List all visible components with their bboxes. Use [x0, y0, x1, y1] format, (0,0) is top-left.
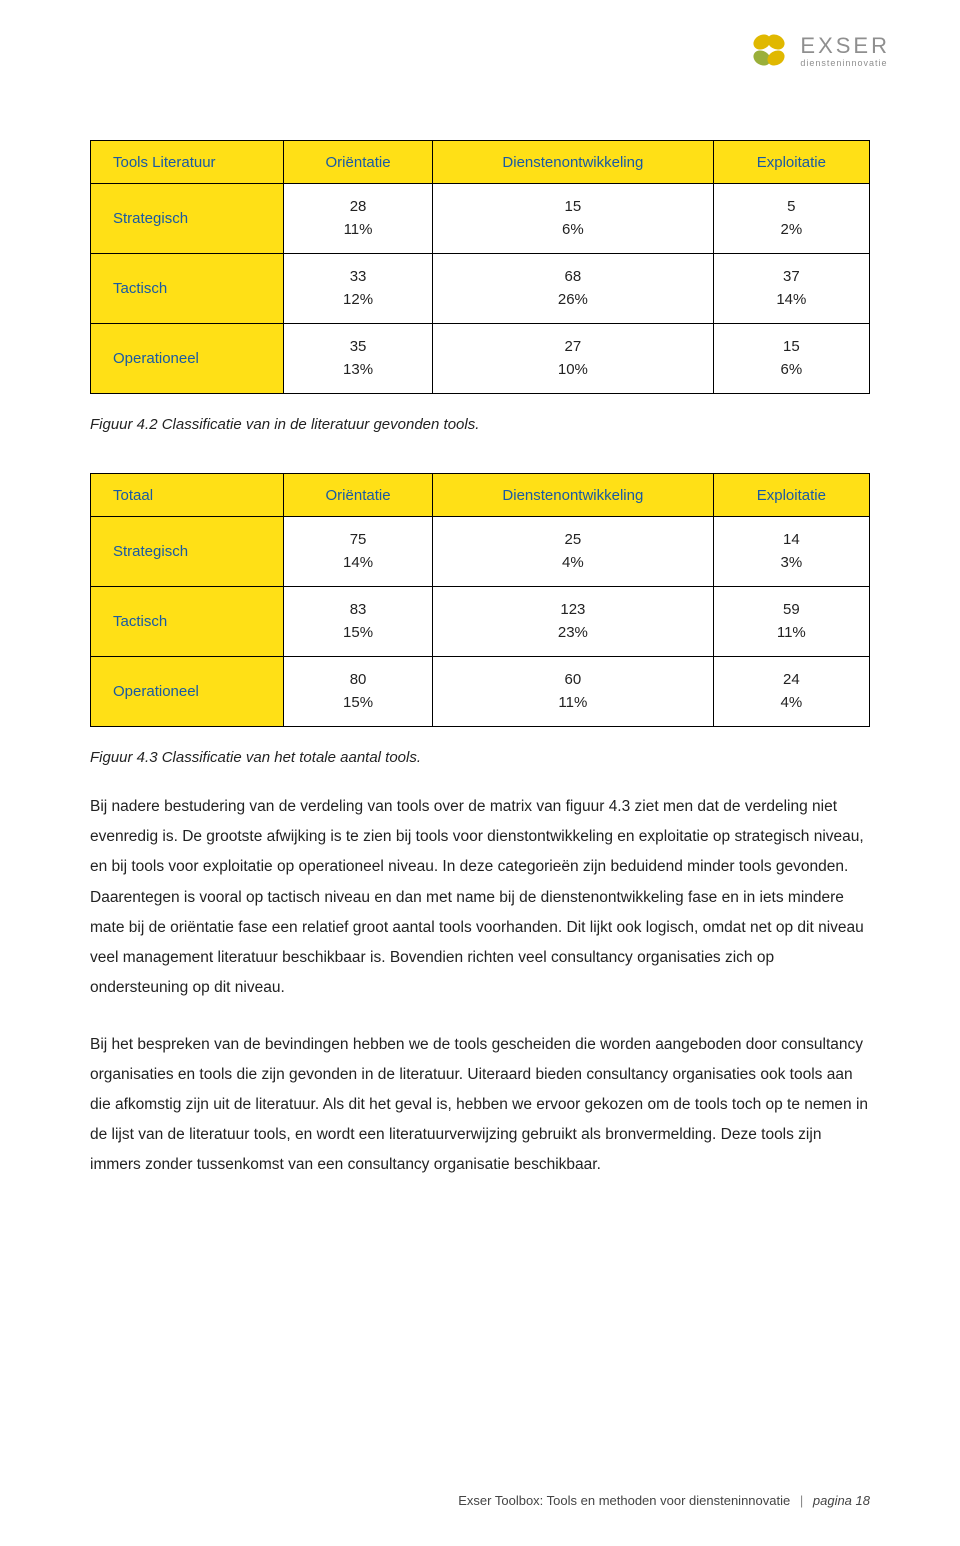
footer-separator: |	[800, 1493, 803, 1508]
cell: 244%	[714, 657, 870, 727]
table-literatuur: Tools Literatuur Oriëntatie Dienstenontw…	[90, 140, 870, 394]
table-row: Operationeel 3513% 2710% 156%	[90, 324, 870, 394]
table1-header-3: Exploitatie	[714, 140, 870, 184]
cell: 5911%	[714, 587, 870, 657]
cell: 2811%	[284, 184, 433, 254]
table-row: Operationeel 8015% 6011% 244%	[90, 657, 870, 727]
cell: 3312%	[284, 254, 433, 324]
table1-header-0: Tools Literatuur	[90, 140, 284, 184]
row-label: Operationeel	[90, 657, 284, 727]
cell: 156%	[433, 184, 714, 254]
logo-subtitle: diensteninnovatie	[800, 59, 890, 68]
cell: 6011%	[433, 657, 714, 727]
row-label: Operationeel	[90, 324, 284, 394]
table-row: Strategisch 7514% 254% 143%	[90, 517, 870, 587]
footer-page: pagina 18	[813, 1493, 870, 1508]
cell: 156%	[714, 324, 870, 394]
row-label: Strategisch	[90, 517, 284, 587]
table1-header-1: Oriëntatie	[284, 140, 433, 184]
table1-caption: Figuur 4.2 Classificatie van in de liter…	[90, 416, 870, 433]
table2-header-2: Dienstenontwikkeling	[433, 473, 714, 517]
cell: 12323%	[433, 587, 714, 657]
row-label: Strategisch	[90, 184, 284, 254]
row-label: Tactisch	[90, 587, 284, 657]
brand-logo: EXSER diensteninnovatie	[746, 28, 890, 74]
table2-caption: Figuur 4.3 Classificatie van het totale …	[90, 749, 870, 766]
table-row: Tactisch 3312% 6826% 3714%	[90, 254, 870, 324]
footer-title: Exser Toolbox: Tools en methoden voor di…	[458, 1493, 790, 1508]
cell: 8015%	[284, 657, 433, 727]
cell: 254%	[433, 517, 714, 587]
logo-icon	[746, 28, 792, 74]
cell: 143%	[714, 517, 870, 587]
table-row: Strategisch 2811% 156% 52%	[90, 184, 870, 254]
table2-header-3: Exploitatie	[714, 473, 870, 517]
logo-name: EXSER	[800, 35, 890, 57]
cell: 3513%	[284, 324, 433, 394]
body-paragraph-2: Bij het bespreken van de bevindingen heb…	[90, 1030, 870, 1181]
cell: 2710%	[433, 324, 714, 394]
cell: 7514%	[284, 517, 433, 587]
cell: 3714%	[714, 254, 870, 324]
cell: 6826%	[433, 254, 714, 324]
table2-header-0: Totaal	[90, 473, 284, 517]
cell: 8315%	[284, 587, 433, 657]
table1-header-2: Dienstenontwikkeling	[433, 140, 714, 184]
body-paragraph-1: Bij nadere bestudering van de verdeling …	[90, 792, 870, 1004]
row-label: Tactisch	[90, 254, 284, 324]
table-totaal: Totaal Oriëntatie Dienstenontwikkeling E…	[90, 473, 870, 727]
page-footer: Exser Toolbox: Tools en methoden voor di…	[458, 1493, 870, 1508]
cell: 52%	[714, 184, 870, 254]
table2-header-1: Oriëntatie	[284, 473, 433, 517]
table-row: Tactisch 8315% 12323% 5911%	[90, 587, 870, 657]
